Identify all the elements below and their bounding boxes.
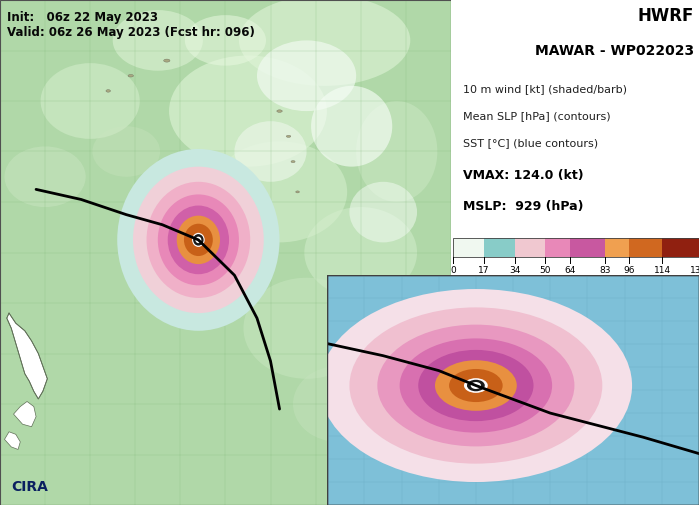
Text: 64: 64	[565, 266, 576, 275]
Circle shape	[133, 167, 264, 313]
Text: Valid: 06z 26 May 2023 (Fcst hr: 096): Valid: 06z 26 May 2023 (Fcst hr: 096)	[7, 26, 254, 39]
Text: HWRF: HWRF	[637, 7, 694, 25]
Circle shape	[177, 216, 220, 264]
Bar	[605, 238, 629, 257]
Bar	[484, 238, 515, 257]
Bar	[629, 238, 662, 257]
Ellipse shape	[311, 86, 392, 167]
Bar	[453, 238, 484, 257]
Ellipse shape	[41, 63, 140, 139]
Bar	[662, 238, 699, 257]
Text: 0: 0	[450, 266, 456, 275]
Text: 83: 83	[600, 266, 611, 275]
Circle shape	[319, 289, 632, 482]
Circle shape	[464, 378, 488, 393]
Circle shape	[350, 308, 603, 464]
Text: 10 m wind [kt] (shaded/barb): 10 m wind [kt] (shaded/barb)	[463, 84, 627, 94]
Ellipse shape	[304, 207, 417, 298]
Circle shape	[196, 237, 201, 242]
Ellipse shape	[4, 146, 86, 207]
Bar	[545, 238, 570, 257]
Circle shape	[158, 194, 239, 285]
Ellipse shape	[92, 126, 160, 177]
Circle shape	[184, 224, 212, 256]
Circle shape	[194, 235, 203, 245]
Text: 10 m wind speed (kt): 10 m wind speed (kt)	[521, 280, 631, 290]
Circle shape	[449, 369, 503, 402]
Ellipse shape	[164, 59, 170, 62]
Circle shape	[468, 380, 484, 390]
Bar	[453, 238, 699, 257]
Ellipse shape	[106, 90, 110, 92]
Ellipse shape	[185, 15, 266, 66]
Ellipse shape	[243, 278, 370, 379]
Text: 50: 50	[539, 266, 551, 275]
Circle shape	[117, 149, 280, 331]
Polygon shape	[4, 432, 20, 449]
Ellipse shape	[257, 40, 356, 111]
Ellipse shape	[293, 366, 383, 442]
Ellipse shape	[291, 161, 295, 163]
Text: VMAX: 124.0 (kt): VMAX: 124.0 (kt)	[463, 169, 584, 182]
Text: Mean SLP [hPa] (contours): Mean SLP [hPa] (contours)	[463, 111, 610, 121]
Circle shape	[471, 383, 480, 388]
Ellipse shape	[296, 191, 299, 193]
Text: Init:   06z 22 May 2023: Init: 06z 22 May 2023	[7, 11, 158, 24]
Ellipse shape	[131, 179, 230, 270]
Circle shape	[147, 182, 250, 298]
Circle shape	[418, 350, 533, 421]
Ellipse shape	[128, 74, 134, 77]
Bar	[515, 238, 545, 257]
Text: 17: 17	[478, 266, 490, 275]
Text: MAWAR - WP022023: MAWAR - WP022023	[535, 44, 694, 59]
Circle shape	[377, 325, 575, 446]
Text: 34: 34	[510, 266, 521, 275]
Ellipse shape	[234, 121, 307, 182]
Polygon shape	[13, 401, 36, 427]
Polygon shape	[7, 313, 48, 399]
Text: 96: 96	[624, 266, 635, 275]
Text: MSLP:  929 (hPa): MSLP: 929 (hPa)	[463, 200, 583, 213]
Circle shape	[400, 338, 552, 433]
Ellipse shape	[287, 135, 291, 137]
Bar	[570, 238, 605, 257]
Text: 114: 114	[654, 266, 671, 275]
Circle shape	[168, 206, 229, 274]
Ellipse shape	[350, 182, 417, 242]
Ellipse shape	[277, 110, 282, 112]
Ellipse shape	[113, 10, 203, 71]
Circle shape	[435, 360, 517, 411]
Text: SST [°C] (blue contours): SST [°C] (blue contours)	[463, 138, 598, 148]
Ellipse shape	[169, 56, 327, 167]
Ellipse shape	[212, 141, 347, 242]
Ellipse shape	[356, 101, 438, 202]
Text: CIRA: CIRA	[11, 480, 48, 494]
Ellipse shape	[239, 0, 410, 86]
Circle shape	[192, 233, 205, 247]
Ellipse shape	[221, 202, 275, 252]
Text: 134: 134	[691, 266, 699, 275]
